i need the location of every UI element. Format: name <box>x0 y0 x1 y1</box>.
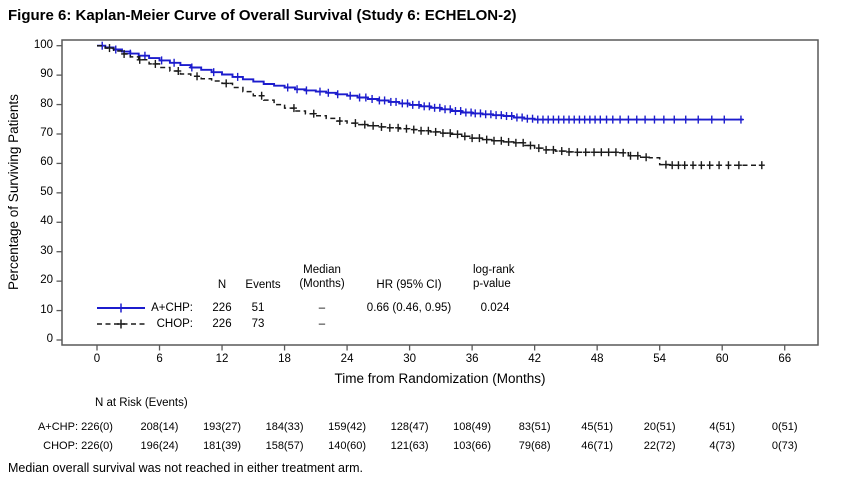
risk-cell: 79(68) <box>518 440 551 452</box>
x-tick-label: 48 <box>590 353 604 365</box>
legend-achp-pvalue: 0.024 <box>480 302 510 314</box>
x-tick-label: 42 <box>528 353 542 365</box>
x-tick-label: 30 <box>403 353 416 365</box>
risk-cell: 4(73) <box>709 440 736 452</box>
y-tick-label: 90 <box>40 68 53 81</box>
risk-cell: 4(51) <box>709 421 736 433</box>
km-curve-achp <box>97 44 743 121</box>
legend-header-hr: HR (95% CI) <box>376 279 442 291</box>
y-tick-label: 0 <box>46 333 53 345</box>
y-tick-label: 20 <box>40 274 53 287</box>
y-tick-label: 60 <box>40 156 53 169</box>
risk-cell: 193(27) <box>203 421 241 433</box>
legend-chop-median: – <box>318 318 326 330</box>
legend-header-pvalue: log-rank p-value <box>473 264 515 290</box>
y-tick-label: 10 <box>40 303 53 316</box>
x-tick-label: 12 <box>215 353 229 365</box>
y-tick-label: 40 <box>40 215 53 228</box>
risk-cell: 121(63) <box>390 440 429 452</box>
x-tick-label: 66 <box>778 353 792 365</box>
legend-achp-events: 51 <box>251 302 265 314</box>
legend-header-n: N <box>217 279 227 291</box>
y-tick-label: 100 <box>33 38 53 51</box>
risk-cell: 226(0) <box>81 440 113 452</box>
x-tick-label: 54 <box>653 353 667 365</box>
risk-cell: 20(51) <box>643 421 676 433</box>
y-tick-label: 30 <box>40 244 53 257</box>
y-tick-label: 70 <box>40 126 53 139</box>
legend-chop-events: 73 <box>251 318 265 330</box>
figure-footnote: Median overall survival was not reached … <box>8 461 364 475</box>
risk-cell: 128(47) <box>390 421 429 433</box>
risk-row-label-chop: CHOP: <box>43 440 78 452</box>
legend-achp-n: 226 <box>212 302 232 314</box>
risk-cell: 226(0) <box>81 421 113 433</box>
risk-row-label-achp: A+CHP: <box>37 421 78 433</box>
x-tick-label: 18 <box>278 353 291 365</box>
y-tick-label: 80 <box>40 97 53 110</box>
censor-marks-achp <box>99 41 744 124</box>
legend-achp-hr: 0.66 (0.46, 0.95) <box>366 302 452 314</box>
x-axis-label: Time from Randomization (Months) <box>334 371 546 386</box>
km-plot-canvas <box>56 39 819 351</box>
risk-cell: 108(49) <box>453 421 492 433</box>
x-tick-label: 60 <box>715 353 729 365</box>
risk-table-title: N at Risk (Events) <box>95 397 188 409</box>
censor-marks-chop <box>106 44 765 170</box>
risk-cell: 208(14) <box>140 421 179 433</box>
risk-cell: 22(72) <box>643 440 676 452</box>
legend-label-achp: A+CHP: <box>151 302 193 314</box>
legend-achp-median: – <box>318 302 326 314</box>
x-tick-label: 36 <box>465 353 479 365</box>
legend-label-chop: CHOP: <box>156 318 193 330</box>
plot-border <box>61 39 819 346</box>
legend-chop-n: 226 <box>212 318 232 330</box>
risk-cell: 45(51) <box>581 421 614 433</box>
risk-cell: 159(42) <box>328 421 367 433</box>
x-tick-label: 0 <box>93 353 101 365</box>
risk-cell: 103(66) <box>453 440 492 452</box>
risk-cell: 184(33) <box>265 421 304 433</box>
risk-cell: 46(71) <box>581 440 614 452</box>
figure-title: Figure 6: Kaplan-Meier Curve of Overall … <box>8 7 517 24</box>
x-tick-label: 24 <box>340 353 354 365</box>
legend-header-events: Events <box>245 279 281 291</box>
risk-cell: 83(51) <box>518 421 551 433</box>
risk-cell: 140(60) <box>328 440 367 452</box>
risk-cell: 196(24) <box>140 440 179 452</box>
x-tick-label: 6 <box>156 353 163 365</box>
legend-line-samples <box>97 303 145 329</box>
risk-cell: 181(39) <box>203 440 241 452</box>
risk-cell: 0(73) <box>771 440 798 452</box>
risk-cell: 0(51) <box>771 421 798 433</box>
risk-cell: 158(57) <box>265 440 304 452</box>
legend-header-median: Median (Months) <box>299 264 345 290</box>
y-tick-label: 50 <box>40 185 53 198</box>
